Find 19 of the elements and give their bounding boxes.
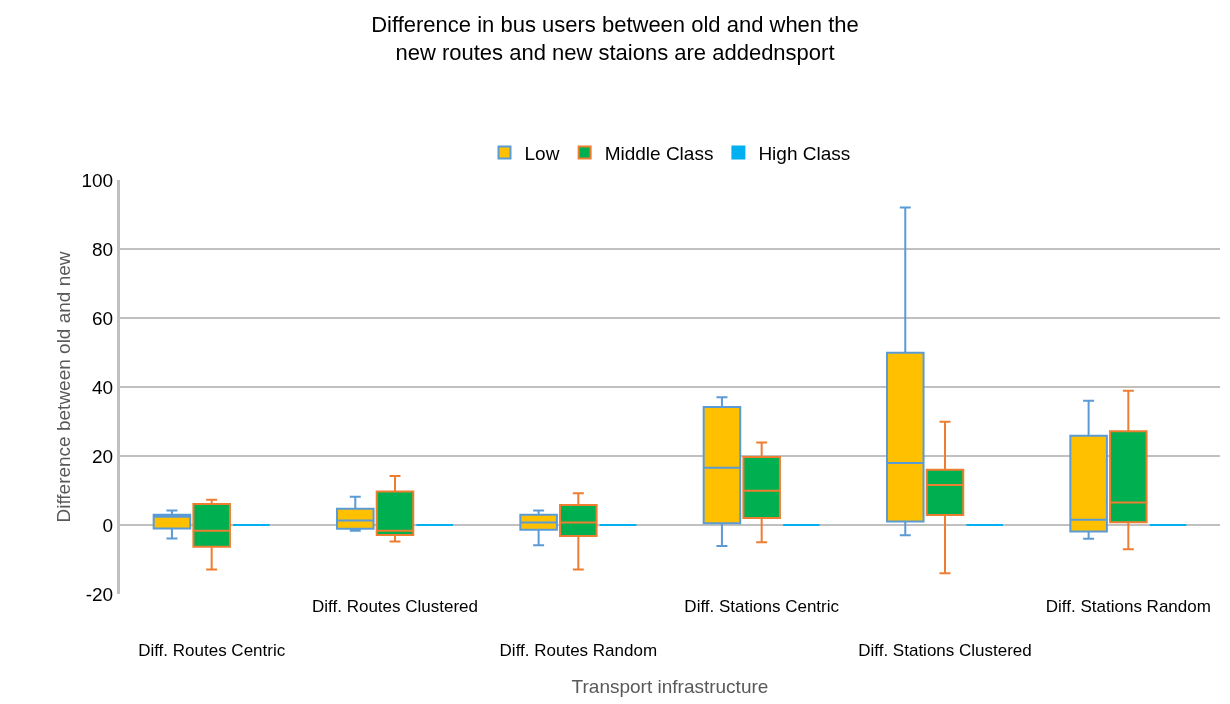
x-tick-label: Diff. Routes Random: [499, 641, 658, 661]
y-tick-label: -20: [85, 583, 114, 605]
x-tick-label: Diff. Stations Random: [1045, 597, 1211, 616]
y-tick-label: 100: [81, 169, 114, 191]
y-tick-label: 80: [92, 238, 114, 260]
legend-label: Low: [524, 142, 560, 164]
y-tick-label: 60: [92, 307, 114, 329]
x-tick-label: Diff. Stations Clustered: [858, 641, 1032, 661]
x-tick-label: Diff. Routes Clustered: [312, 597, 478, 616]
y-tick-label: 0: [102, 514, 114, 536]
x-axis-title: Transport infrastructure: [571, 676, 769, 697]
chart-title: Difference in bus users between old and when the new routes and new staions are addednsport: [371, 11, 859, 66]
y-axis-title: Difference between old and new: [53, 251, 74, 523]
legend-label: Middle Class: [604, 142, 714, 164]
legend-label: High Class: [758, 142, 851, 164]
y-tick-label: 20: [92, 445, 114, 467]
y-tick-label: 40: [92, 376, 114, 398]
x-tick-label: Diff. Stations Centric: [684, 597, 840, 616]
x-tick-label: Diff. Routes Centric: [138, 641, 286, 661]
